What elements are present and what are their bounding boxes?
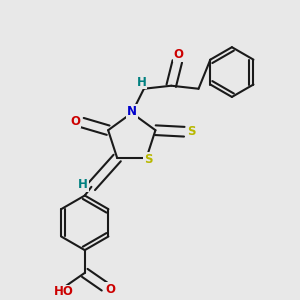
Text: H: H [136,76,146,88]
Text: H: H [78,178,88,191]
Text: HO: HO [54,286,74,298]
Text: O: O [174,48,184,61]
Text: O: O [105,283,115,296]
Text: N: N [127,105,137,118]
Text: S: S [144,153,152,166]
Text: O: O [71,115,81,128]
Text: S: S [187,125,195,138]
